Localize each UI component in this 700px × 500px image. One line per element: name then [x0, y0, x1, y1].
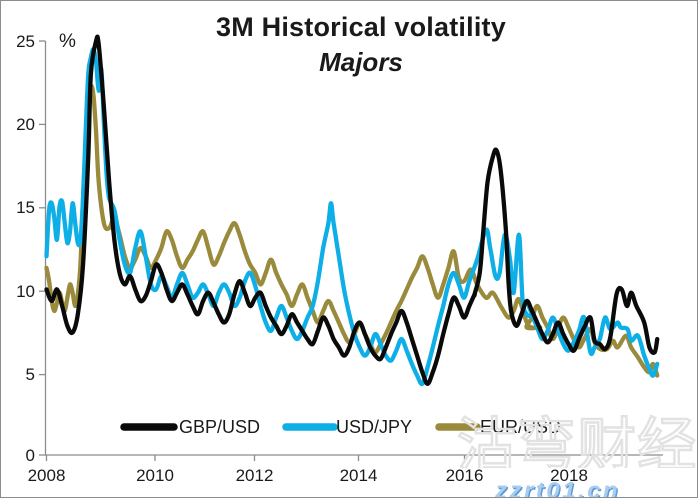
svg-text:2012: 2012: [236, 466, 274, 485]
svg-text:2016: 2016: [446, 466, 484, 485]
svg-text:2014: 2014: [340, 466, 378, 485]
svg-text:15: 15: [16, 198, 35, 217]
svg-text:0: 0: [26, 446, 35, 465]
svg-text:10: 10: [16, 282, 35, 301]
svg-text:GBP/USD: GBP/USD: [179, 417, 260, 437]
svg-text:2010: 2010: [136, 466, 174, 485]
svg-text:2008: 2008: [28, 466, 66, 485]
svg-text:25: 25: [16, 32, 35, 51]
svg-text:USD/JPY: USD/JPY: [336, 417, 412, 437]
svg-text:5: 5: [26, 365, 35, 384]
svg-text:20: 20: [16, 115, 35, 134]
